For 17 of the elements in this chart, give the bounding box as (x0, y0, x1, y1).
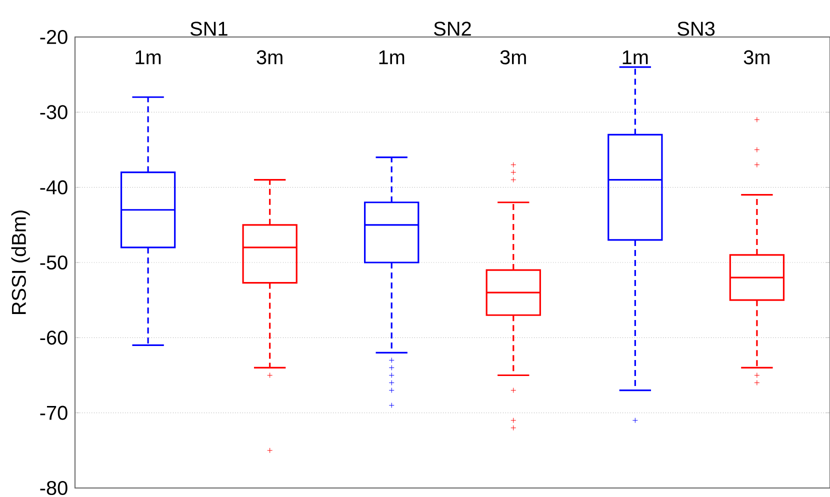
text: SN3 (678, 22, 715, 36)
y-tick-label: -40 (40, 180, 68, 194)
y-tick-label: -30 (40, 105, 68, 120)
y-tick-label: -80 (40, 480, 68, 496)
y-axis-title: RSSI (dBm) (11, 210, 30, 314)
x-tick-label: 1m (136, 50, 161, 64)
x-tick-label: 3m (744, 50, 770, 64)
x-tick-label: 1m (379, 50, 404, 64)
text: SN1 (190, 22, 228, 36)
y-tick-label: -70 (40, 406, 68, 420)
x-tick-label: 3m (500, 50, 526, 64)
y-tick-label: -60 (40, 330, 68, 345)
text: SN2 (434, 22, 471, 36)
y-tick-label: -20 (40, 30, 68, 44)
y-tick-label: -50 (40, 255, 68, 270)
x-tick-label: 1m (622, 50, 648, 64)
x-tick-label: 3m (256, 50, 282, 64)
